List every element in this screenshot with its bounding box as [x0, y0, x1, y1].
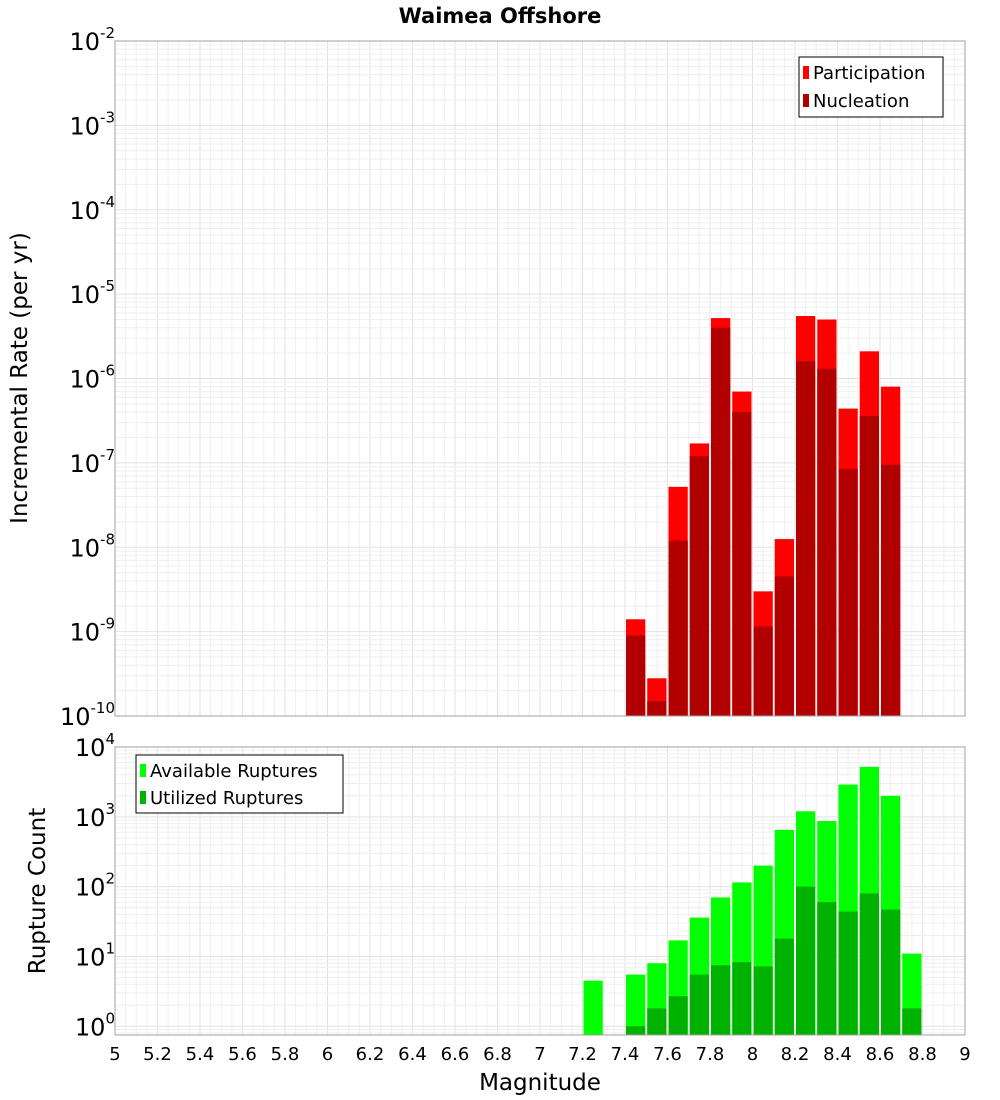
- rate-bars: [626, 316, 901, 716]
- count-bar-utilized-ruptures: [732, 962, 752, 1035]
- x-tick-label: 6.2: [356, 1044, 385, 1065]
- rate-bar-nucleation: [796, 361, 816, 716]
- count-bar-utilized-ruptures: [774, 938, 794, 1035]
- rate-bar-nucleation: [774, 576, 794, 716]
- x-tick-label: 8.6: [866, 1044, 895, 1065]
- count-bar-utilized-ruptures: [647, 1008, 667, 1035]
- x-tick-label: 8.2: [781, 1044, 810, 1065]
- x-tick-label: 7: [534, 1044, 545, 1065]
- count-y-tick-label: 101: [75, 939, 115, 971]
- legend-swatch-nucleation: [803, 94, 809, 107]
- rate-y-tick-label: 10-10: [60, 699, 115, 731]
- rate-y-tick-label: 10-9: [69, 615, 115, 647]
- rate-bar-nucleation: [881, 464, 901, 716]
- rate-bar-nucleation: [838, 468, 858, 716]
- x-tick-label: 6.6: [441, 1044, 470, 1065]
- count-bars: [583, 766, 922, 1035]
- x-tick-label: 5.4: [186, 1044, 215, 1065]
- x-tick-label: 5.6: [228, 1044, 257, 1065]
- x-tick-label: 7.4: [611, 1044, 640, 1065]
- x-tick-label: 9: [959, 1044, 970, 1065]
- count-y-tick-label: 100: [75, 1009, 115, 1041]
- x-tick-label: 6.4: [398, 1044, 427, 1065]
- rate-bar-nucleation: [732, 412, 752, 716]
- rate-bar-nucleation: [668, 540, 688, 716]
- count-bar-available-ruptures: [583, 980, 603, 1035]
- rate-plot-border: [114, 40, 966, 717]
- count-bar-utilized-ruptures: [711, 965, 731, 1035]
- rate-legend-box: [798, 56, 944, 118]
- rate-bar-nucleation: [711, 327, 731, 716]
- chart-title: Waimea Offshore: [399, 4, 602, 28]
- rate-y-tick-label: 10-7: [69, 446, 115, 478]
- rate-y-tick-label: 10-4: [69, 193, 115, 225]
- count-plot-border: [114, 746, 966, 1036]
- x-tick-label: 5.2: [143, 1044, 172, 1065]
- rate-legend: Participation Nucleation: [798, 56, 944, 118]
- rate-y-tick-label: 10-3: [69, 108, 115, 140]
- legend-swatch-participation: [803, 66, 809, 79]
- legend-label-available: Available Ruptures: [150, 761, 318, 782]
- x-tick-label: 5: [109, 1044, 120, 1065]
- count-y-axis-label: Rupture Count: [25, 808, 51, 974]
- count-legend: Available Ruptures Utilized Ruptures: [135, 754, 344, 814]
- rate-y-tick-label: 10-2: [69, 24, 115, 56]
- x-axis-label: Magnitude: [479, 1070, 601, 1096]
- x-tick-label: 8: [747, 1044, 758, 1065]
- count-bar-utilized-ruptures: [838, 911, 858, 1035]
- rate-y-tick-label: 10-8: [69, 530, 115, 562]
- count-y-tick-label: 102: [75, 870, 115, 902]
- x-tick-label: 6: [322, 1044, 333, 1065]
- rate-grid: [114, 40, 966, 717]
- rate-bar-nucleation: [817, 368, 837, 716]
- x-ticks: 5 5.2 5.4 5.6 5.8 6 6.2 6.4 6.6 6.8 7 7.2 7.4 7.6 7.8 8…: [109, 1044, 970, 1065]
- count-bar-utilized-ruptures: [796, 886, 816, 1035]
- count-y-tick-label: 103: [75, 800, 115, 832]
- x-tick-label: 8.8: [908, 1044, 937, 1065]
- count-panel: 104 103 102 101 100 5 5.2 5.4 5.6 5.8 6 6.2 6.4 6.6 6…: [25, 730, 971, 1096]
- x-tick-label: 7.8: [696, 1044, 725, 1065]
- rate-panel: 10-2 10-3 10-4 10-5 10-6 10-7 10-8 10-9 10-10 In…: [7, 24, 966, 731]
- count-bar-utilized-ruptures: [881, 909, 901, 1035]
- rate-bar-nucleation: [753, 626, 773, 716]
- legend-label-utilized: Utilized Ruptures: [150, 788, 303, 809]
- count-bar-utilized-ruptures: [753, 966, 773, 1035]
- count-bar-utilized-ruptures: [902, 1008, 922, 1035]
- count-bar-utilized-ruptures: [817, 902, 837, 1035]
- legend-label-participation: Participation: [813, 63, 925, 84]
- legend-swatch-utilized: [140, 791, 146, 804]
- legend-swatch-available: [140, 764, 146, 777]
- count-bar-utilized-ruptures: [668, 996, 688, 1035]
- count-y-tick-label: 104: [75, 730, 115, 762]
- rate-y-axis-label: Incremental Rate (per yr): [7, 232, 33, 524]
- rate-bar-nucleation: [647, 701, 667, 716]
- rate-y-tick-label: 10-5: [69, 277, 115, 309]
- x-tick-label: 8.4: [823, 1044, 852, 1065]
- count-bar-available-ruptures: [626, 974, 646, 1035]
- rate-bar-nucleation: [689, 456, 709, 716]
- x-tick-label: 6.8: [483, 1044, 512, 1065]
- rate-y-ticks: 10-2 10-3 10-4 10-5 10-6 10-7 10-8 10-9 10-10: [60, 24, 115, 731]
- count-bar-utilized-ruptures: [689, 974, 709, 1035]
- x-tick-label: 7.2: [568, 1044, 597, 1065]
- x-tick-label: 5.8: [271, 1044, 300, 1065]
- count-legend-box: [135, 754, 344, 814]
- legend-label-nucleation: Nucleation: [813, 91, 909, 112]
- count-bar-utilized-ruptures: [859, 893, 879, 1035]
- rate-bar-nucleation: [859, 415, 879, 716]
- count-bar-utilized-ruptures: [626, 1026, 646, 1035]
- rate-y-tick-label: 10-6: [69, 362, 115, 394]
- rate-bar-nucleation: [626, 635, 646, 716]
- count-y-ticks: 104 103 102 101 100: [75, 730, 115, 1041]
- x-tick-label: 7.6: [653, 1044, 682, 1065]
